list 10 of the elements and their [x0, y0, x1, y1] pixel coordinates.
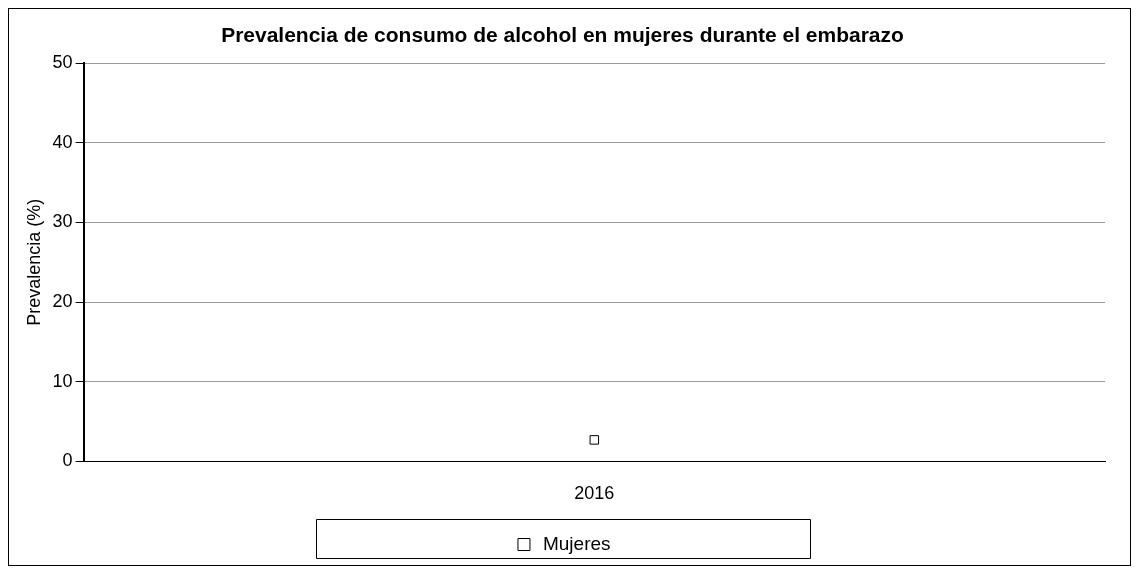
y-axis-title: Prevalencia (%)	[23, 198, 44, 326]
chart-title: Prevalencia de consumo de alcohol en mujeres durante el embarazo	[221, 23, 904, 47]
y-tick-label: 40	[52, 131, 73, 152]
x-tick-label: 2016	[574, 483, 615, 504]
y-tick-label: 0	[62, 450, 73, 471]
y-tick-label: 30	[52, 211, 73, 232]
legend-label: Mujeres	[542, 532, 611, 554]
y-tick-label: 20	[52, 291, 73, 312]
y-tick-label: 50	[52, 52, 73, 73]
y-tick-label: 10	[52, 370, 73, 391]
